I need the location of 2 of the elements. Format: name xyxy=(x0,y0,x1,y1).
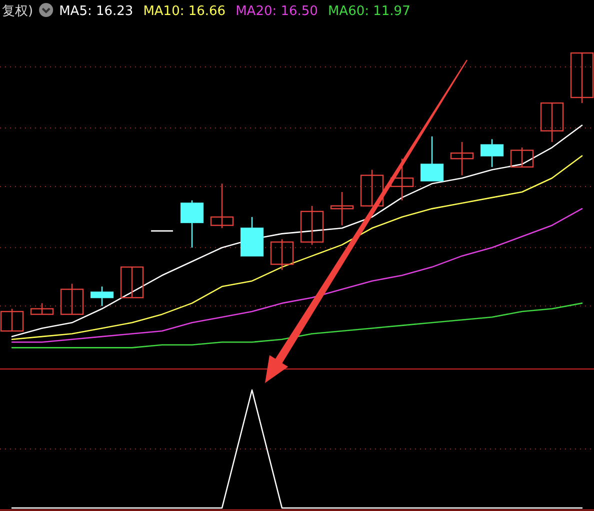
header: 复权) MA5: 16.23 MA10: 16.66 MA20: 16.50 MA60: 11.97 xyxy=(2,3,410,19)
chart-title: 复权) xyxy=(2,4,34,19)
